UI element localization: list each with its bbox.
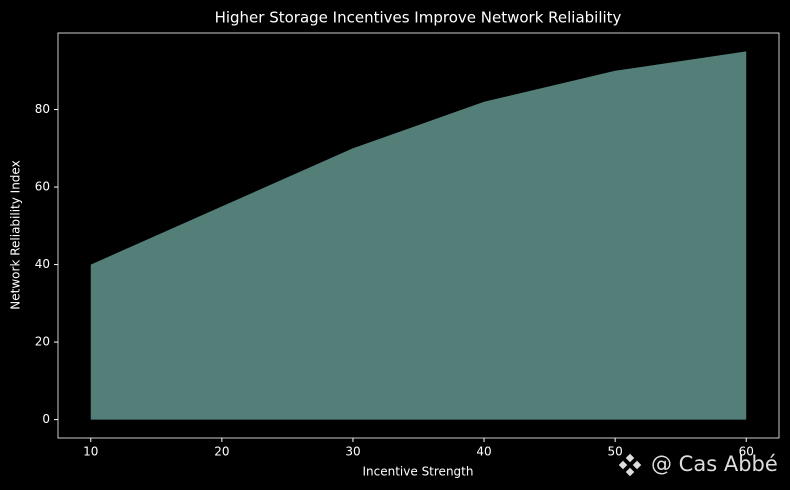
chart-title: Higher Storage Incentives Improve Networ… [215,9,622,27]
y-axis-label: Network Reliability Index [9,160,23,309]
y-tick-label: 20 [35,335,50,349]
plot-area [90,51,747,420]
x-tick-label: 30 [345,445,360,459]
y-tick-label: 80 [35,102,50,116]
area [90,51,747,420]
x-axis-label: Incentive Strength [363,465,474,479]
x-tick-label: 60 [739,445,754,459]
axes-frame [57,32,780,439]
y-tick-label: 60 [35,180,50,194]
watermark: @ Cas Abbé [651,452,778,476]
y-tick-label: 40 [35,257,50,271]
x-tick-label: 40 [476,445,491,459]
watermark-logo [618,453,642,477]
y-tick-label: 0 [42,412,50,426]
x-tick-label: 10 [83,445,98,459]
x-tick-label: 50 [607,445,622,459]
x-tick-label: 20 [214,445,229,459]
